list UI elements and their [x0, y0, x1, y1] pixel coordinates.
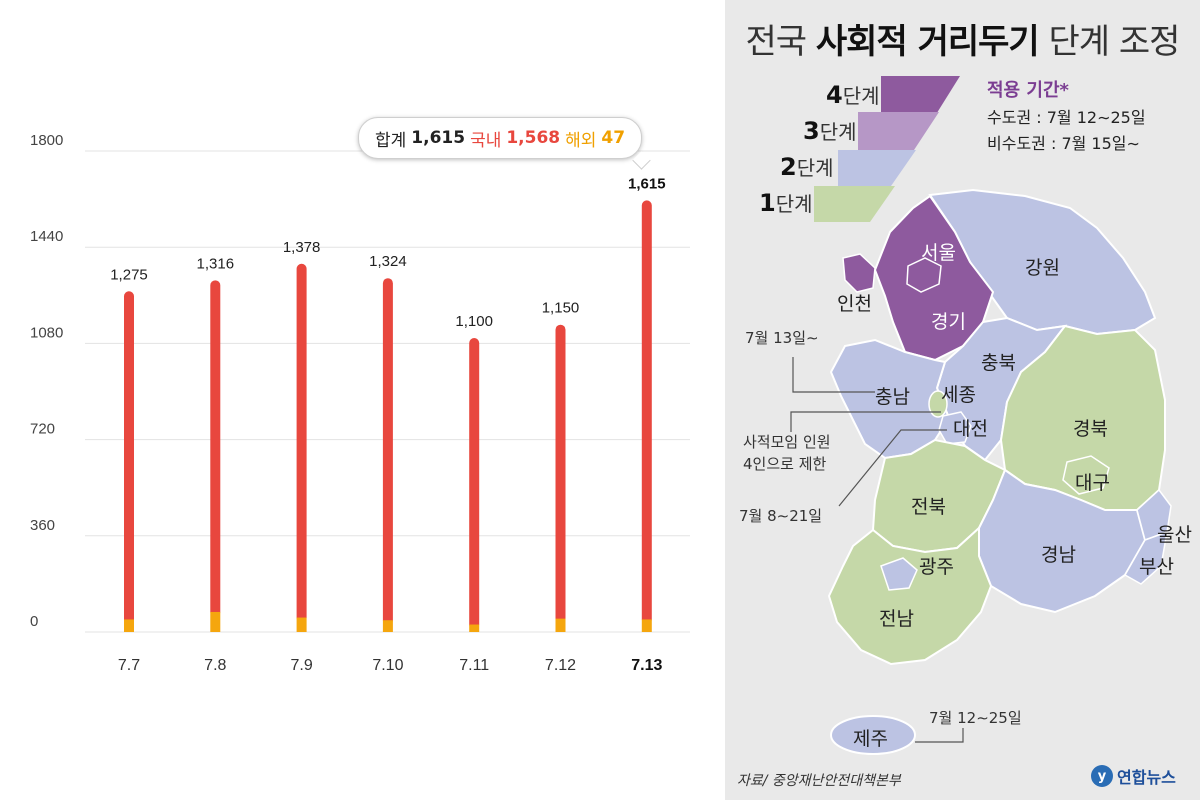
bar-overseas [210, 611, 221, 632]
data-label: 1,150 [542, 300, 580, 317]
label-gyeonggi: 경기 [931, 311, 966, 333]
region-incheon [842, 253, 876, 293]
bar-overseas [469, 624, 480, 632]
region-gwangju [880, 557, 918, 591]
tooltip-overseas-label: 해외 [565, 130, 597, 151]
label-gyeongbuk: 경북 [1073, 418, 1108, 440]
legend-level-3: 3단계 [803, 117, 857, 145]
data-label: 1,615 [628, 175, 666, 192]
bar-overseas [382, 620, 393, 632]
data-label: 1,275 [110, 266, 148, 283]
total-tooltip: 합계 1,615 국내 1,568 해외 47 [358, 117, 643, 159]
legend-swatch-2 [838, 150, 916, 186]
legend-swatch-1 [814, 186, 895, 222]
label-jeonbuk: 전북 [911, 496, 946, 518]
x-tick-label: 7.13 [631, 657, 662, 674]
logo-mark-icon: y [1091, 765, 1113, 787]
region-busan [1123, 530, 1168, 585]
x-tick-label: 7.11 [459, 657, 489, 674]
bar-overseas [296, 617, 307, 632]
label-chungnam: 충남 [875, 386, 910, 408]
label-busan: 부산 [1139, 556, 1174, 578]
bar-domestic [469, 338, 480, 630]
label-daegu: 대구 [1075, 472, 1110, 494]
legend-level-1: 1단계 [759, 189, 813, 217]
data-label: 1,316 [197, 255, 235, 272]
label-jeonnam: 전남 [879, 608, 914, 630]
y-tick-label: 720 [30, 421, 55, 438]
period-metro: 수도권 : 7월 12∼25일 [987, 108, 1146, 127]
tooltip-overseas-value: 47 [601, 128, 626, 148]
bar-overseas [555, 618, 566, 632]
tooltip-domestic-value: 1,568 [506, 128, 561, 148]
label-ulsan: 울산 [1157, 524, 1192, 546]
note-jeju-date: 7월 12∼25일 [929, 709, 1022, 727]
data-label: 1,324 [369, 253, 407, 270]
korea-map [790, 76, 1172, 755]
period-nonmetro: 비수도권 : 7월 15일∼ [987, 134, 1140, 153]
daejeon-note-leader-line [790, 411, 941, 432]
y-tick-label: 1440 [30, 228, 63, 245]
note-daejeon-line1: 사적모임 인원 [743, 433, 831, 451]
map-title-suffix: 단계 조정 [1048, 22, 1181, 62]
legend-level-4: 4단계 [826, 81, 880, 109]
x-tick-label: 7.10 [372, 657, 403, 674]
map-title-prefix: 전국 [745, 22, 808, 62]
jeju-leader-line [915, 728, 964, 743]
region-jeonnam [827, 525, 993, 666]
note-chungnam-date: 7월 13일∼ [745, 329, 819, 347]
data-label: 1,378 [283, 239, 321, 256]
yonhap-logo: y 연합뉴스 [1091, 764, 1176, 788]
tooltip-total-value: 1,615 [411, 128, 466, 148]
label-incheon: 인천 [837, 293, 872, 315]
label-gyeongnam: 경남 [1041, 544, 1076, 566]
region-ulsan [1136, 488, 1172, 541]
y-tick-label: 0 [30, 613, 38, 630]
y-tick-label: 1080 [30, 324, 63, 341]
label-gangwon: 강원 [1025, 257, 1060, 279]
region-jeju [830, 715, 916, 755]
bar-domestic [296, 263, 307, 623]
daejeon-date-leader-line [838, 429, 947, 507]
label-sejong: 세종 [941, 384, 976, 406]
tooltip-total-label: 합계 [375, 130, 407, 151]
distancing-map-panel: 전국 사회적 거리두기 단계 조정 [725, 0, 1200, 800]
label-jeju: 제주 [853, 728, 888, 750]
bar-overseas [124, 619, 134, 632]
note-daejeon-line2: 4인으로 제한 [743, 455, 827, 473]
label-chungbuk: 충북 [981, 352, 1016, 374]
y-tick-label: 1800 [30, 132, 63, 149]
data-label: 1,100 [455, 313, 493, 330]
bar-domestic [641, 200, 652, 625]
x-tick-label: 7.7 [118, 657, 140, 674]
map-title: 전국 사회적 거리두기 단계 조정 [725, 14, 1200, 63]
label-seoul: 서울 [921, 242, 956, 264]
bar-domestic [124, 291, 134, 625]
map-title-bold: 사회적 거리두기 [815, 22, 1040, 62]
legend-swatch-3 [858, 112, 939, 150]
chungnam-leader-line [792, 357, 875, 393]
bar-domestic [555, 324, 566, 624]
x-tick-label: 7.12 [545, 657, 576, 674]
region-seoul [906, 257, 942, 293]
logo-text: 연합뉴스 [1117, 768, 1176, 787]
label-daejeon: 대전 [953, 418, 988, 440]
bar-domestic [382, 278, 393, 626]
bar-overseas [641, 619, 652, 632]
bar-domestic [210, 280, 221, 617]
tooltip-domestic-label: 국내 [470, 130, 502, 151]
source-caption: 자료/ 중앙재난안전대책본부 [737, 773, 901, 789]
legend-level-2: 2단계 [780, 153, 834, 181]
legend-swatch-4 [881, 76, 960, 116]
x-tick-label: 7.8 [204, 657, 226, 674]
region-daegu [1062, 455, 1110, 495]
x-tick-label: 7.9 [290, 657, 312, 674]
region-sejong [928, 390, 948, 418]
note-daejeon-date: 7월 8∼21일 [739, 507, 823, 525]
period-title: 적용 기간* [987, 80, 1069, 101]
y-tick-label: 360 [30, 517, 55, 534]
label-gwangju: 광주 [919, 556, 954, 578]
